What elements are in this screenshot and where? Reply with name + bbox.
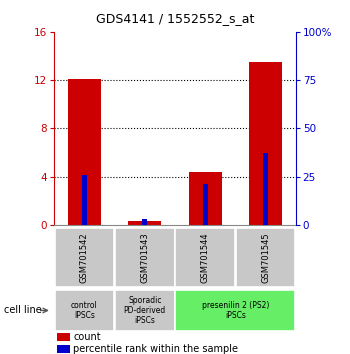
FancyBboxPatch shape [55, 290, 114, 331]
Text: GSM701542: GSM701542 [80, 232, 89, 283]
Text: GDS4141 / 1552552_s_at: GDS4141 / 1552552_s_at [96, 12, 254, 25]
Bar [57, 345, 70, 353]
Text: GSM701545: GSM701545 [261, 232, 270, 283]
Bar [57, 333, 70, 341]
FancyBboxPatch shape [175, 228, 235, 287]
FancyBboxPatch shape [115, 228, 175, 287]
Bar [203, 184, 208, 225]
Bar [249, 62, 282, 225]
Text: GSM701543: GSM701543 [140, 232, 149, 283]
Text: presenilin 2 (PS2)
iPSCs: presenilin 2 (PS2) iPSCs [202, 301, 269, 320]
Text: cell line: cell line [4, 305, 41, 315]
Bar [142, 219, 147, 225]
Text: percentile rank within the sample: percentile rank within the sample [73, 344, 238, 354]
FancyBboxPatch shape [55, 228, 114, 287]
FancyBboxPatch shape [236, 228, 295, 287]
Text: Sporadic
PD-derived
iPSCs: Sporadic PD-derived iPSCs [124, 296, 166, 325]
Bar [189, 172, 222, 225]
Text: count: count [73, 332, 101, 342]
Bar [68, 79, 101, 225]
Bar [82, 175, 87, 225]
Bar [263, 153, 268, 225]
Text: GSM701544: GSM701544 [201, 232, 210, 283]
Bar [128, 221, 161, 225]
Text: control
IPSCs: control IPSCs [71, 301, 98, 320]
FancyBboxPatch shape [175, 290, 295, 331]
FancyBboxPatch shape [115, 290, 175, 331]
